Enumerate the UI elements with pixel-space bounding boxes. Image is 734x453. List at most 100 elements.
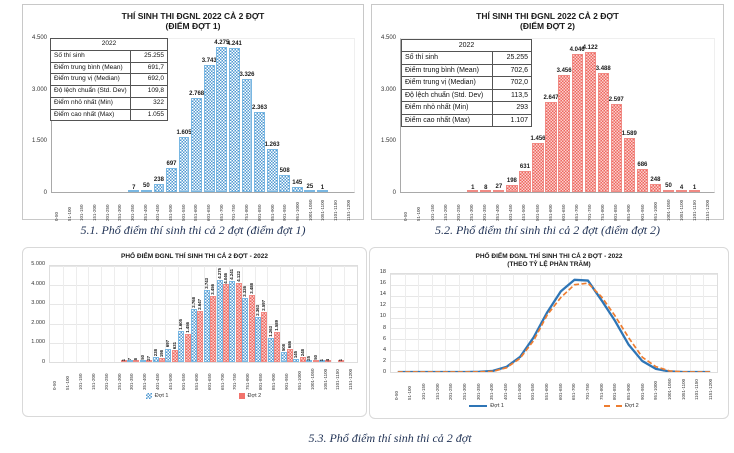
x-tick-label: 501-550 — [180, 204, 186, 221]
bar-dot1 — [228, 47, 240, 192]
bar-slot: 238 198 — [152, 266, 165, 362]
x-tick: 151-200 — [431, 374, 445, 400]
chart2-title-line1: THÍ SINH THI ĐGNL 2022 CẢ 2 ĐỢT — [476, 11, 619, 21]
stats-label: Điểm trung bình (Mean) — [50, 61, 131, 75]
v-gridline — [567, 274, 569, 372]
x-tick-label: 801-850 — [258, 373, 264, 390]
v-gridline — [267, 266, 269, 362]
bar-cell: 25 — [304, 39, 317, 192]
bar-value-label: 4.046 — [569, 47, 585, 54]
bar-slot — [341, 39, 354, 192]
bar-cell: 4.275 — [214, 39, 230, 192]
bar-cell: 1.456 — [530, 39, 545, 192]
x-tick: 301-350 — [472, 374, 486, 400]
stats-value: 25.255 — [129, 49, 169, 63]
stats-label: Điểm trung vị (Median) — [401, 76, 493, 90]
bar-slot: 4.122 — [583, 39, 598, 192]
x-tick-label: 501-550 — [534, 204, 540, 221]
x-tick: 351-400 — [486, 374, 500, 400]
bar-cell: 4 — [325, 266, 332, 362]
x-tick-label: 1101-1150 — [335, 369, 341, 390]
x-tick-label: 401-450 — [508, 204, 514, 221]
y-tick-label: 14 — [379, 291, 386, 298]
y-tick-label: 4 — [382, 346, 386, 353]
chart-panel-histogram-dot1: THÍ SINH THI ĐGNL 2022 CẢ 2 ĐỢT (ĐIỂM ĐỢ… — [22, 4, 364, 221]
x-tick-label: 101-150 — [77, 373, 83, 390]
x-tick: 351-400 — [139, 364, 152, 390]
bar-value-label: 4.275 — [214, 39, 230, 46]
bar-dot1 — [203, 290, 210, 362]
bar-dot1 — [519, 170, 531, 192]
y-tick-label: 2 — [382, 357, 386, 364]
y-tick-label: 18 — [379, 269, 386, 275]
bar-cell: 8 — [479, 39, 492, 192]
y-tick-label: 5.000 — [31, 261, 45, 267]
legend-label-dot2: Đợt 2 — [247, 393, 262, 399]
dot1-swatch-icon — [145, 393, 152, 399]
bar-cell: 7 — [127, 266, 133, 362]
bar-value-label: 4.122 — [235, 271, 241, 282]
bar-slot: 50 — [662, 39, 675, 192]
bar-value-label: 50 — [665, 183, 672, 190]
x-tick: 301-350 — [127, 194, 140, 221]
x-tick-label: 1051-1100 — [322, 368, 328, 390]
stats-value: 113,5 — [492, 88, 532, 103]
bar-dot2 — [146, 360, 153, 362]
bar-slot: 3.743 3.456 — [204, 266, 217, 362]
bar-slot: 1.263 — [265, 39, 280, 192]
bar-value-label: 3.488 — [248, 283, 254, 295]
x-tick: 1001-1050 — [663, 194, 676, 221]
bar-dot1 — [190, 308, 197, 362]
x-tick: 601-650 — [554, 374, 568, 400]
bar-slot: 631 — [518, 39, 531, 192]
bar-value-label: 4.046 — [222, 272, 228, 284]
bar-dot1 — [649, 183, 662, 192]
bar-cell: 8 — [133, 266, 140, 362]
bar-cell: 198 — [505, 39, 518, 192]
bar-cell: 50 — [662, 39, 675, 192]
x-tick-label: 401-450 — [155, 373, 161, 390]
v-gridline — [431, 274, 433, 372]
bar-value-label: 1 — [471, 184, 475, 191]
bar-value-label: 2.647 — [197, 299, 203, 311]
bar-cell: 248 — [649, 39, 662, 192]
v-gridline — [318, 266, 320, 362]
x-tick: 751-800 — [597, 194, 610, 221]
chart4-title-line2: (THEO TỶ LỆ PHẦN TRĂM) — [507, 261, 591, 268]
x-tick: 501-550 — [178, 194, 191, 221]
x-tick: 901-950 — [636, 374, 650, 400]
chart1-title-line1: THÍ SINH THI ĐGNL 2022 CẢ 2 ĐỢT — [121, 11, 265, 21]
stats-value: 1.055 — [129, 108, 169, 122]
bar-value-label: 686 — [637, 161, 648, 168]
y-tick-label: 6 — [382, 335, 386, 342]
bar-cell: 1.605 — [177, 39, 192, 192]
bar-value-label: 1 — [320, 184, 325, 191]
v-gridline — [649, 274, 651, 372]
bar-slot: 2.597 — [609, 39, 624, 192]
figure-caption-5-2: 5.2. Phổ điểm thí sinh thi cả 2 đợt (điể… — [434, 223, 661, 237]
bar-dot1 — [293, 359, 300, 362]
x-tick: 551-600 — [190, 194, 203, 221]
x-tick: 601-650 — [203, 194, 216, 221]
bar-slot: 1.589 — [622, 39, 637, 192]
bar-cell — [701, 39, 714, 192]
x-tick-label: 201-250 — [448, 383, 454, 400]
bar-slot: 1.605 1.456 — [178, 266, 191, 362]
bar-cell: 3.326 — [242, 266, 249, 362]
bar-value-label: 4 — [679, 184, 684, 191]
bar-dot1 — [662, 190, 675, 192]
x-tick: 1101-1150 — [691, 374, 705, 400]
chart2-x-axis: 0-50 51-100 101-150 151-200 201-250 251-300 30… — [400, 194, 715, 221]
bar-cell: 4.046 — [223, 266, 229, 362]
bar-cell: 145 — [293, 266, 300, 362]
bar-dot1 — [153, 183, 165, 192]
x-tick: 401-450 — [152, 194, 165, 221]
bar-dot2 — [120, 360, 127, 362]
x-tick: 401-450 — [505, 194, 518, 221]
v-gridline — [126, 266, 128, 362]
x-tick-label: 51-100 — [407, 385, 413, 400]
bar-dot1 — [467, 190, 479, 192]
bar-slot: 3.326 3.488 — [242, 266, 255, 362]
bar-dot1 — [140, 190, 152, 192]
x-tick-label: 351-400 — [142, 204, 148, 221]
